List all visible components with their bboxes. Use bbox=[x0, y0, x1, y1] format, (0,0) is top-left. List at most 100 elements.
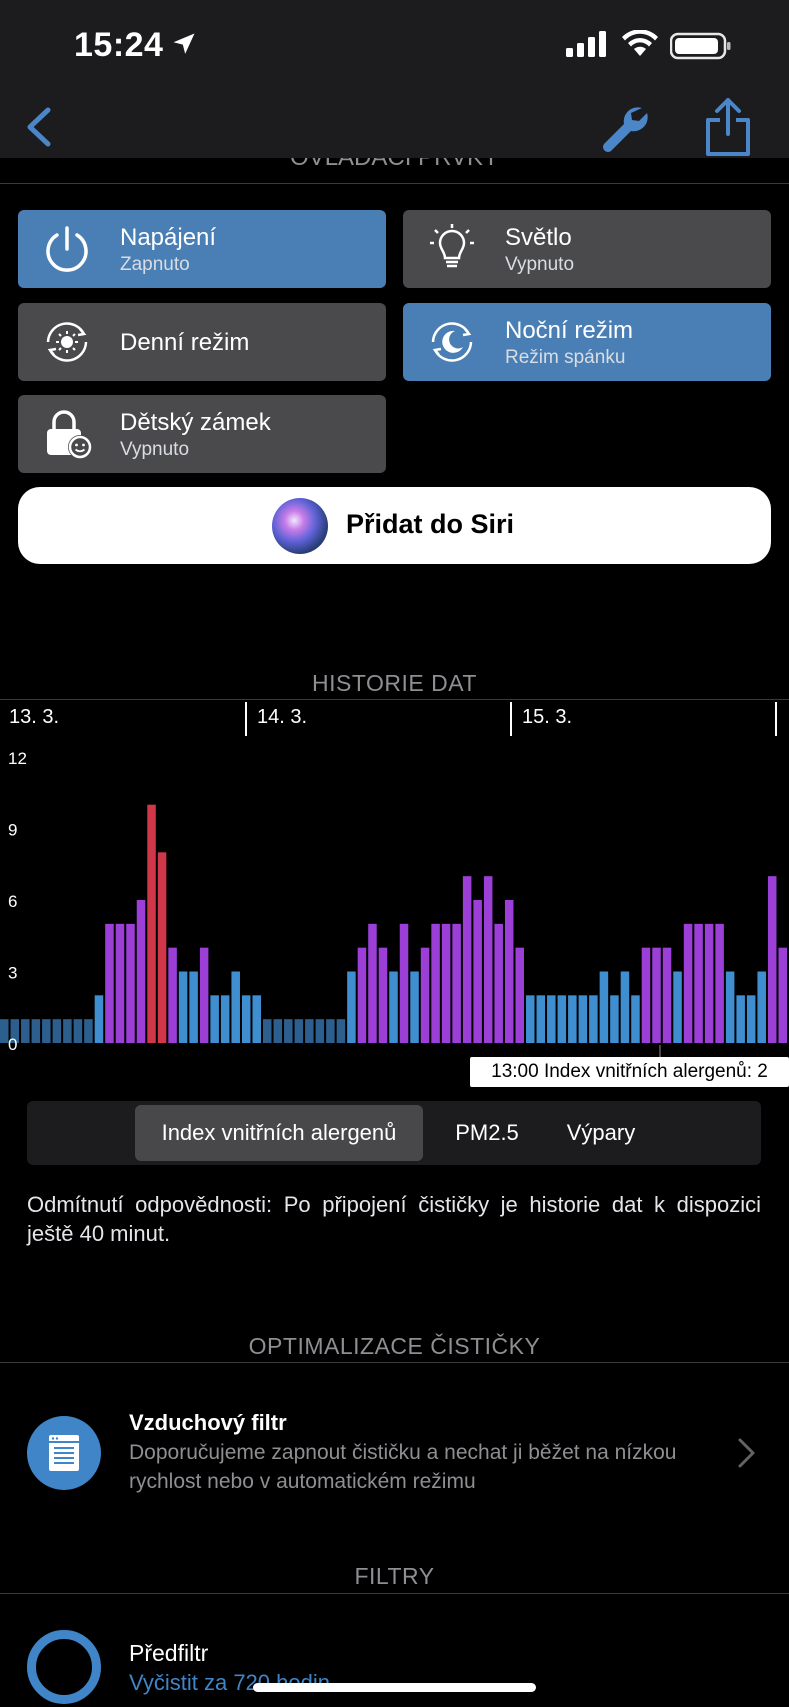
power-button[interactable]: Napájení Zapnuto bbox=[18, 210, 386, 288]
chart-bar[interactable] bbox=[210, 995, 219, 1043]
back-chevron-icon[interactable] bbox=[20, 102, 60, 152]
chart-bar[interactable] bbox=[199, 947, 209, 1043]
chart-bar[interactable] bbox=[504, 900, 514, 1043]
chart-bar[interactable] bbox=[725, 971, 735, 1044]
chart-bar[interactable] bbox=[284, 1019, 293, 1043]
air-filter-row[interactable]: Vzduchový filtr Doporučujeme zapnout čis… bbox=[0, 1374, 789, 1534]
chart-bar[interactable] bbox=[357, 947, 367, 1043]
chart-bar[interactable] bbox=[347, 971, 356, 1044]
chart-bar[interactable] bbox=[31, 1019, 41, 1043]
chart-bar[interactable] bbox=[410, 971, 419, 1044]
chart-bar[interactable] bbox=[473, 900, 482, 1043]
light-status: Vypnuto bbox=[505, 254, 575, 275]
chart-bar[interactable] bbox=[241, 995, 251, 1043]
chart-bar[interactable] bbox=[315, 1019, 325, 1043]
status-time: 15:24 bbox=[74, 26, 164, 64]
chart-bar[interactable] bbox=[778, 947, 787, 1043]
chart-bar[interactable] bbox=[178, 971, 188, 1044]
chart-bar[interactable] bbox=[399, 923, 409, 1043]
chart-bar[interactable] bbox=[483, 876, 493, 1043]
prefilter-title[interactable]: Předfiltr bbox=[129, 1640, 209, 1666]
chart-bar[interactable] bbox=[441, 923, 451, 1043]
location-arrow-icon bbox=[173, 33, 195, 54]
light-button[interactable]: Světlo Vypnuto bbox=[403, 210, 771, 288]
chart-bar[interactable] bbox=[157, 852, 167, 1043]
chart-bar[interactable] bbox=[526, 995, 535, 1043]
chart-bar[interactable] bbox=[336, 1019, 346, 1043]
chart-bar[interactable] bbox=[515, 947, 524, 1043]
chart-bar[interactable] bbox=[368, 923, 377, 1043]
chart-bar[interactable] bbox=[263, 1019, 272, 1043]
chart-bar[interactable] bbox=[52, 1019, 62, 1043]
chart-bar[interactable] bbox=[294, 1019, 304, 1043]
chart-bar[interactable] bbox=[494, 923, 503, 1043]
chart-bar[interactable] bbox=[715, 923, 724, 1043]
air-filter-title: Vzduchový filtr bbox=[129, 1410, 287, 1435]
chart-bar[interactable] bbox=[662, 947, 672, 1043]
chart-bar[interactable] bbox=[673, 971, 682, 1044]
chart-bar[interactable] bbox=[94, 995, 104, 1043]
chart-bar[interactable] bbox=[63, 1019, 72, 1043]
night-mode-button[interactable]: Noční režim Režim spánku bbox=[403, 303, 771, 381]
chart-bar[interactable] bbox=[147, 804, 156, 1043]
chart-bar[interactable] bbox=[736, 995, 745, 1043]
chart-bar[interactable] bbox=[462, 876, 472, 1043]
tab-pm25[interactable]: PM2.5 bbox=[455, 1120, 519, 1145]
chart-bar[interactable] bbox=[115, 923, 125, 1043]
chart-bar[interactable] bbox=[326, 1019, 335, 1043]
chart-bar[interactable] bbox=[610, 995, 619, 1043]
chart-bar[interactable] bbox=[557, 995, 567, 1043]
chart-bar[interactable] bbox=[273, 1019, 283, 1043]
chart-bar[interactable] bbox=[42, 1019, 51, 1043]
chart-bar[interactable] bbox=[599, 971, 609, 1044]
power-icon bbox=[46, 226, 88, 272]
chart-bar[interactable] bbox=[631, 995, 640, 1043]
chart-bar[interactable] bbox=[389, 971, 398, 1044]
wrench-icon[interactable] bbox=[596, 100, 652, 156]
chart-bar[interactable] bbox=[578, 995, 588, 1043]
chart-bar[interactable] bbox=[568, 995, 577, 1043]
share-icon[interactable] bbox=[700, 96, 756, 158]
chart-bar[interactable] bbox=[536, 995, 546, 1043]
allergen-history-chart[interactable]: 0 3 6 9 12 bbox=[0, 740, 789, 1058]
chart-bar[interactable] bbox=[220, 995, 230, 1043]
chart-bar[interactable] bbox=[420, 947, 430, 1043]
chart-bar[interactable] bbox=[589, 995, 598, 1043]
chart-bar[interactable] bbox=[757, 971, 766, 1044]
add-to-siri-button[interactable]: Přidat do Siri bbox=[18, 487, 771, 564]
home-indicator[interactable] bbox=[253, 1683, 536, 1692]
chart-bar[interactable] bbox=[189, 971, 198, 1044]
chart-bar[interactable] bbox=[10, 1019, 20, 1043]
chart-bar[interactable] bbox=[168, 947, 177, 1043]
tab-fumes[interactable]: Výpary bbox=[566, 1120, 636, 1145]
chart-bar[interactable] bbox=[105, 923, 114, 1043]
chart-bar[interactable] bbox=[231, 971, 240, 1044]
y-tick-label: 0 bbox=[8, 1035, 17, 1054]
chart-bar[interactable] bbox=[84, 1019, 93, 1043]
chart-bar[interactable] bbox=[694, 923, 703, 1043]
chart-bar[interactable] bbox=[652, 947, 661, 1043]
chart-bar[interactable] bbox=[547, 995, 556, 1043]
chart-bar[interactable] bbox=[252, 995, 261, 1043]
chart-bar[interactable] bbox=[136, 900, 146, 1043]
chart-bar[interactable] bbox=[767, 876, 777, 1043]
prefilter-ring-icon bbox=[27, 1630, 101, 1704]
chart-bar[interactable] bbox=[305, 1019, 314, 1043]
chart-bar[interactable] bbox=[73, 1019, 83, 1043]
chart-bar[interactable] bbox=[431, 923, 440, 1043]
child-lock-button[interactable]: Dětský zámek Vypnuto bbox=[18, 395, 386, 473]
tab-indoor-allergen-index[interactable]: Index vnitřních alergenů bbox=[135, 1105, 423, 1161]
status-bar: 15:24 bbox=[0, 0, 789, 92]
day-mode-button[interactable]: Denní režim bbox=[18, 303, 386, 381]
chart-bar[interactable] bbox=[21, 1019, 30, 1043]
chart-bar[interactable] bbox=[641, 947, 651, 1043]
chart-bar[interactable] bbox=[126, 923, 135, 1043]
chart-bar[interactable] bbox=[452, 923, 461, 1043]
chart-bar[interactable] bbox=[378, 947, 388, 1043]
chart-bar[interactable] bbox=[704, 923, 714, 1043]
chart-bar[interactable] bbox=[746, 995, 756, 1043]
chart-bar[interactable] bbox=[0, 1019, 9, 1043]
filters-section-title: FILTRY bbox=[354, 1563, 435, 1589]
chart-bar[interactable] bbox=[620, 971, 630, 1044]
chart-bar[interactable] bbox=[683, 923, 693, 1043]
